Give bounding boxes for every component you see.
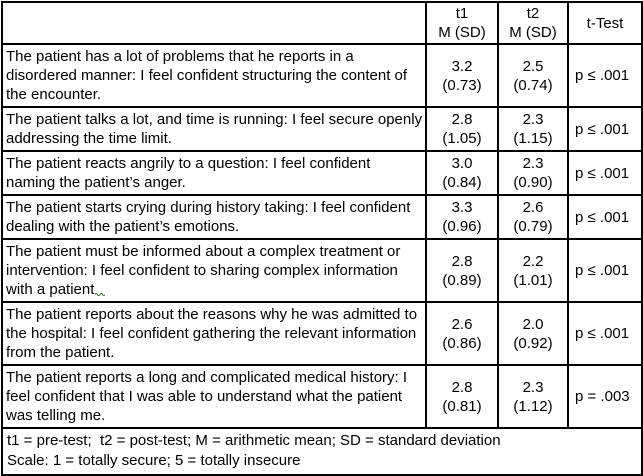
ttest-value-cell: p ≤ .001 bbox=[567, 43, 643, 108]
table-row: The patient reports a long and complicat… bbox=[1, 364, 643, 429]
sd-value: (1.01) bbox=[513, 271, 553, 289]
statement-text: The patient reacts angrily to a question… bbox=[6, 155, 371, 191]
t1-column-header: t1 M (SD) bbox=[425, 1, 499, 45]
mean-value: 2.3 bbox=[522, 155, 544, 172]
statement-cell: The patient reacts angrily to a question… bbox=[1, 150, 427, 196]
t1-value-cell: 2.8 (1.05) bbox=[425, 106, 499, 152]
t2-column-header: t2 M (SD) bbox=[497, 1, 569, 45]
footnote-cell: t1 = pre-test; t2 = post-test; M = arith… bbox=[1, 427, 643, 476]
sd-value: (0.73) bbox=[442, 76, 482, 94]
mean-value: 2.3 bbox=[522, 111, 544, 128]
ttest-value-cell: p ≤ .001 bbox=[567, 150, 643, 196]
ttest-value-cell: p ≤ .001 bbox=[567, 301, 643, 366]
table-body: The patient has a lot of problems that h… bbox=[1, 43, 643, 429]
sd-value: (1.05) bbox=[442, 130, 482, 147]
sd-value: (0.96) bbox=[442, 218, 482, 235]
t2-value-cell: 2.0 (0.92) bbox=[497, 301, 569, 366]
t2-value-cell: 2.5 (0.74) bbox=[497, 43, 569, 108]
t2-label: t2 bbox=[526, 5, 540, 22]
statement-text: The patient talks a lot, and time is run… bbox=[6, 111, 423, 147]
mean-value: 2.2 bbox=[522, 252, 544, 270]
t1-value-cell: 2.8 (0.89) bbox=[425, 238, 499, 303]
t1-value-cell: 3.3 (0.96) bbox=[425, 194, 499, 240]
statement-text: The patient has a lot of problems that h… bbox=[6, 48, 408, 103]
table-row: The patient must be informed about a com… bbox=[1, 238, 643, 303]
table-row: The patient reacts angrily to a question… bbox=[1, 150, 643, 196]
mean-value: 2.8 bbox=[451, 111, 473, 128]
ttest-value-cell: p = .003 bbox=[567, 364, 643, 429]
footnote-abbreviations: t1 = pre-test; t2 = post-test; M = arith… bbox=[7, 432, 501, 449]
table-row: The patient reports about the reasons wh… bbox=[1, 301, 643, 366]
t1-label: t1 bbox=[455, 5, 469, 22]
mean-value: 3.0 bbox=[451, 155, 473, 172]
t2-value-cell: 2.3 (1.12) bbox=[497, 364, 569, 429]
t1-msd-label: M (SD) bbox=[438, 24, 486, 41]
sd-value: (1.15) bbox=[513, 130, 553, 147]
statement-cell: The patient starts crying during history… bbox=[1, 194, 427, 240]
t1-value-cell: 3.0 (0.84) bbox=[425, 150, 499, 196]
t2-value-cell: 2.2 (1.01) bbox=[497, 238, 569, 303]
table-row: The patient starts crying during history… bbox=[1, 194, 643, 240]
sd-value: (0.92) bbox=[513, 334, 553, 352]
statement-text: The patient must be informed about a com… bbox=[6, 243, 401, 298]
table-row: The patient has a lot of problems that h… bbox=[1, 43, 643, 108]
sd-value: (0.81) bbox=[442, 397, 482, 415]
statement-text: The patient reports a long and complicat… bbox=[6, 369, 408, 424]
t2-msd-label: M (SD) bbox=[509, 24, 557, 41]
sd-value: (0.89) bbox=[442, 271, 482, 289]
mean-value: 2.0 bbox=[522, 315, 544, 333]
mean-value: 2.8 bbox=[451, 378, 473, 396]
footnote-row: t1 = pre-test; t2 = post-test; M = arith… bbox=[1, 427, 643, 476]
t1-value-cell: 2.8 (0.81) bbox=[425, 364, 499, 429]
ttest-value-cell: p ≤ .001 bbox=[567, 238, 643, 303]
sd-value: (0.90) bbox=[513, 174, 553, 191]
t2-value-cell: 2.6 (0.79) bbox=[497, 194, 569, 240]
sd-value: (0.79) bbox=[513, 218, 553, 235]
t2-value-cell: 2.3 (0.90) bbox=[497, 150, 569, 196]
statement-cell: The patient talks a lot, and time is run… bbox=[1, 106, 427, 152]
footnote-scale: Scale: 1 = totally secure; 5 = totally i… bbox=[7, 452, 301, 469]
table-row: The patient talks a lot, and time is run… bbox=[1, 106, 643, 152]
mean-value: 3.3 bbox=[451, 199, 473, 216]
sd-value: (0.86) bbox=[442, 334, 482, 352]
mean-value: 2.3 bbox=[522, 378, 544, 396]
sd-value: (1.12) bbox=[513, 397, 553, 415]
statement-cell: The patient has a lot of problems that h… bbox=[1, 43, 427, 108]
mean-value: 2.6 bbox=[451, 315, 473, 333]
t1-value-cell: 3.2 (0.73) bbox=[425, 43, 499, 108]
mean-value: 2.8 bbox=[451, 252, 473, 270]
sd-value: (0.74) bbox=[513, 76, 553, 94]
statement-text: The patient reports about the reasons wh… bbox=[6, 306, 418, 361]
sd-value: (0.84) bbox=[442, 174, 482, 191]
statement-column-header bbox=[1, 1, 427, 45]
t2-value-cell: 2.3 (1.15) bbox=[497, 106, 569, 152]
mean-value: 2.6 bbox=[522, 199, 544, 216]
ttest-column-header: t-Test bbox=[567, 1, 643, 45]
ttest-value-cell: p ≤ .001 bbox=[567, 106, 643, 152]
statement-text: The patient starts crying during history… bbox=[6, 199, 411, 235]
mean-value: 2.5 bbox=[522, 57, 544, 75]
t1-value-cell: 2.6 (0.86) bbox=[425, 301, 499, 366]
statement-cell: The patient reports about the reasons wh… bbox=[1, 301, 427, 366]
statement-cell: The patient reports a long and complicat… bbox=[1, 364, 427, 429]
grammar-squiggle-icon bbox=[94, 282, 106, 300]
ttest-value-cell: p ≤ .001 bbox=[567, 194, 643, 240]
header-row: t1 M (SD) t2 M (SD) t-Test bbox=[1, 1, 643, 45]
statement-cell: The patient must be informed about a com… bbox=[1, 238, 427, 303]
mean-value: 3.2 bbox=[451, 57, 473, 75]
